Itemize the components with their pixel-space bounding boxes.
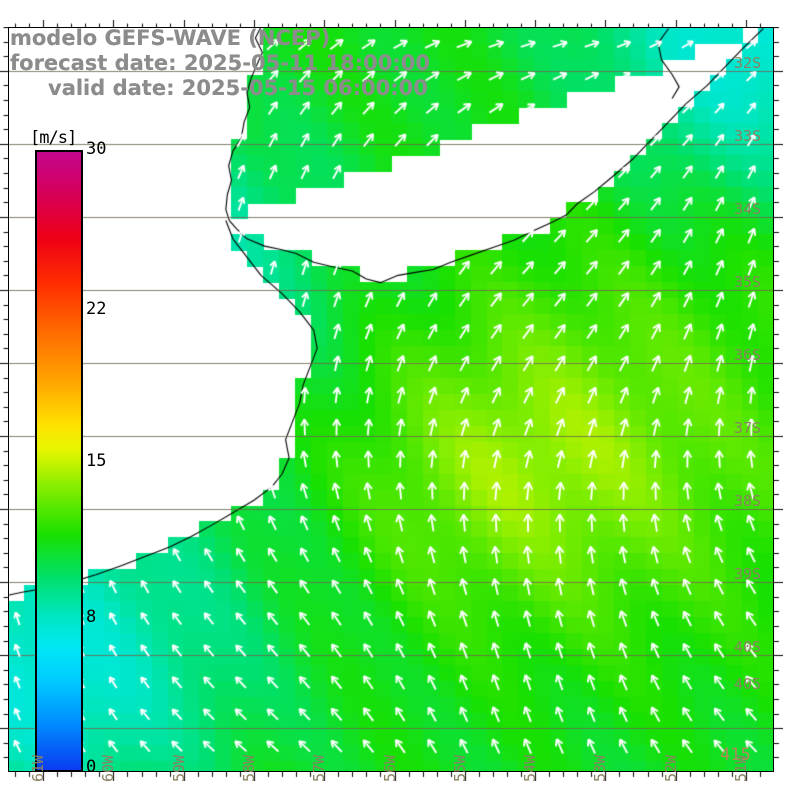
corner-latitude-label: 415 (720, 745, 751, 765)
map-plot-area[interactable] (8, 27, 774, 772)
colorbar[interactable] (35, 150, 83, 772)
colorbar-tick-30: 30 (86, 139, 107, 159)
colorbar-tick-0: 0 (86, 757, 97, 778)
colorbar-tick-15: 15 (86, 451, 107, 472)
colorbar-units-label: [m/s] (30, 128, 77, 148)
wind-direction-arrows (8, 27, 774, 772)
colorbar-tick-8: 8 (86, 606, 97, 627)
bottom-tick-ruler (8, 772, 774, 781)
right-tick-ruler (774, 27, 783, 772)
colorbar-gradient (35, 150, 83, 772)
top-tick-ruler (8, 20, 774, 28)
colorbar-tick-22: 22 (86, 298, 107, 319)
left-tick-ruler (0, 27, 8, 772)
